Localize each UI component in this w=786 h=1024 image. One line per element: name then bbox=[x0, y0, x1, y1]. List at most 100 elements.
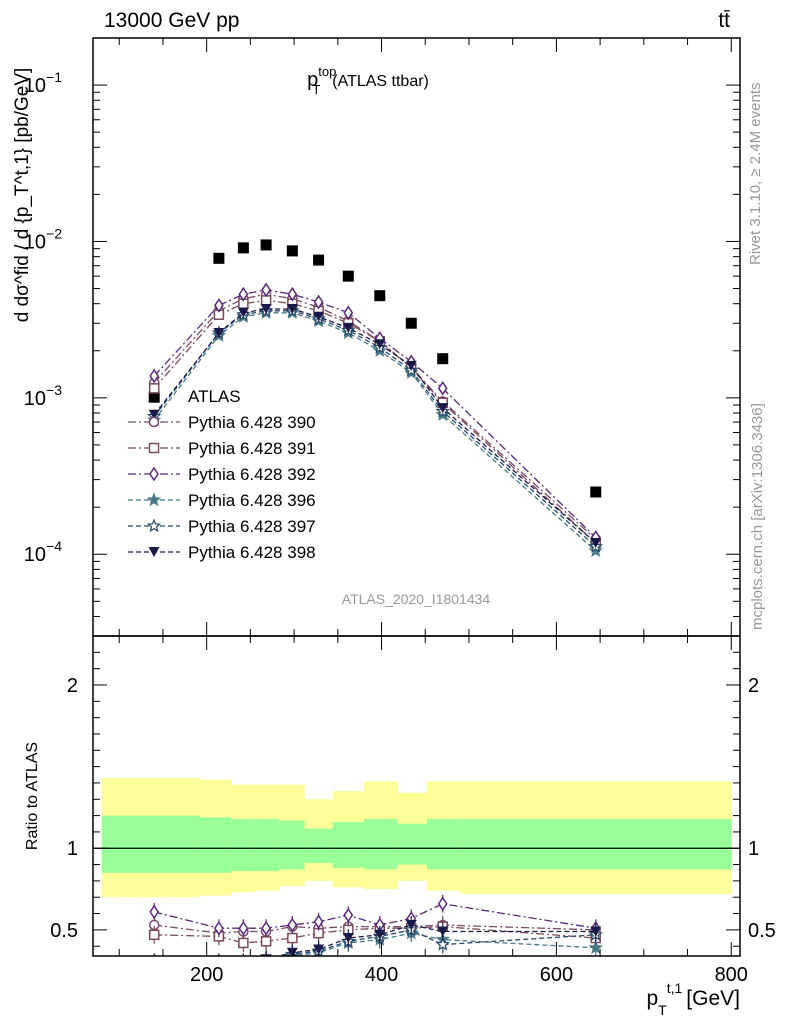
ratio-series-pythia-6-428-392 bbox=[149, 894, 601, 938]
legend-label: ATLAS bbox=[188, 387, 241, 406]
ratio-point bbox=[148, 929, 160, 941]
y-tick-label-exponent: −3 bbox=[46, 382, 62, 398]
legend-item-pythia-6-428-392: Pythia 6.428 392 bbox=[128, 465, 316, 484]
legend-label: Pythia 6.428 398 bbox=[188, 543, 316, 562]
legend-marker bbox=[148, 442, 160, 454]
data-point bbox=[313, 254, 325, 266]
y-tick-label-exponent: −2 bbox=[46, 225, 62, 241]
series-line bbox=[153, 299, 597, 544]
y-tick-label-exponent: −1 bbox=[46, 69, 62, 85]
plot-title-main: p bbox=[307, 69, 318, 91]
x-axis-label-sup: t,1 bbox=[667, 980, 683, 996]
ratio-point bbox=[260, 936, 272, 947]
data-point bbox=[343, 305, 354, 321]
data-point bbox=[313, 311, 325, 322]
data-point bbox=[260, 303, 272, 314]
mcplots-label: mcplots.cern.ch [arXiv:1306.3436] bbox=[749, 403, 766, 630]
ratio-point bbox=[342, 933, 354, 944]
uncertainty-band-inner bbox=[101, 815, 201, 873]
uncertainty-band-inner bbox=[254, 818, 280, 872]
data-point bbox=[437, 381, 448, 396]
legend-marker bbox=[149, 466, 159, 482]
ratio-series bbox=[148, 894, 603, 956]
data-point bbox=[148, 391, 160, 403]
series-pythia-6-428-398 bbox=[148, 303, 602, 548]
y-tick-label-base: 10 bbox=[24, 231, 46, 253]
data-point bbox=[590, 486, 602, 498]
ratio-y-tick-label-right: 2 bbox=[748, 675, 759, 697]
data-point bbox=[148, 409, 160, 420]
ratio-series-line bbox=[276, 924, 596, 956]
x-tick-label: 200 bbox=[190, 964, 223, 986]
data-point bbox=[342, 322, 354, 333]
analysis-id-label: ATLAS_2020_I1801434 bbox=[342, 591, 491, 607]
legend-item-pythia-6-428-390: Pythia 6.428 390 bbox=[128, 413, 316, 432]
data-point bbox=[286, 245, 298, 257]
plot-title-tail: (ATLAS ttbar) bbox=[332, 73, 429, 90]
data-point bbox=[374, 339, 386, 350]
ratio-series-clip bbox=[148, 894, 603, 956]
ratio-panel-frame bbox=[92, 635, 741, 957]
data-point bbox=[437, 353, 449, 365]
plot-title-sup: top bbox=[318, 64, 336, 79]
y-tick-label-base: 10 bbox=[24, 388, 46, 410]
x-axis-label-main: p bbox=[646, 987, 658, 1010]
data-point bbox=[437, 403, 449, 414]
uncertainty-band-inner bbox=[332, 822, 365, 868]
data-point bbox=[405, 360, 417, 371]
legend-marker bbox=[146, 492, 162, 507]
data-point bbox=[287, 286, 298, 302]
data-point bbox=[405, 317, 417, 329]
y-tick-label: 10−1 bbox=[24, 69, 62, 97]
ratio-point bbox=[343, 907, 354, 923]
ratio-point bbox=[238, 937, 249, 949]
uncertainty-band-inner bbox=[231, 818, 256, 872]
main-panel: 10−110−210−310−4 ptop T (ATLAS ttbar) ATLA… bbox=[12, 37, 741, 637]
data-point bbox=[260, 239, 272, 251]
uncertainty-band-inner bbox=[279, 820, 306, 870]
legend-item-pythia-6-428-391: Pythia 6.428 391 bbox=[128, 439, 316, 458]
legend-item-pythia-6-428-397: Pythia 6.428 397 bbox=[128, 517, 316, 536]
plot-title-sub: T bbox=[312, 82, 320, 97]
legend-item-pythia-6-428-398: Pythia 6.428 398 bbox=[128, 543, 316, 562]
main-y-axis-label: d dσ^fid / d {p_T^t,1} [pb/GeV] bbox=[12, 68, 33, 323]
legend-marker bbox=[146, 518, 162, 533]
ratio-point bbox=[287, 917, 298, 933]
x-axis-label-sub: T bbox=[658, 1002, 667, 1018]
ratio-y-tick-label-right: 0.5 bbox=[748, 920, 776, 942]
ratio-point bbox=[286, 947, 298, 956]
ratio-point bbox=[374, 929, 386, 940]
data-point bbox=[342, 270, 354, 282]
ratio-point bbox=[214, 920, 224, 936]
data-point bbox=[286, 303, 298, 314]
uncertainty-band-inner bbox=[199, 817, 232, 873]
ratio-y-axis-label: Ratio to ATLAS bbox=[24, 742, 41, 850]
data-point bbox=[149, 368, 160, 384]
ratio-y-tick-label-left: 1 bbox=[67, 838, 78, 860]
ratio-point bbox=[287, 932, 298, 944]
legend-label: Pythia 6.428 392 bbox=[188, 465, 316, 484]
ratio-point bbox=[149, 904, 160, 920]
ratio-series-pythia-6-428-398 bbox=[153, 915, 602, 956]
legend-item-pythia-6-428-396: Pythia 6.428 396 bbox=[128, 491, 316, 510]
main-panel-series bbox=[146, 239, 603, 558]
y-tick-label-base: 10 bbox=[24, 544, 46, 566]
series-atlas bbox=[148, 239, 602, 498]
ratio-point bbox=[238, 920, 249, 936]
y-tick-label-base: 10 bbox=[24, 75, 46, 97]
legend-label: Pythia 6.428 397 bbox=[188, 517, 316, 536]
y-tick-label: 10−3 bbox=[24, 382, 62, 410]
ratio-point bbox=[435, 936, 450, 951]
ratio-bands bbox=[101, 778, 732, 898]
ratio-y-tick-label-right: 1 bbox=[748, 838, 759, 860]
data-point bbox=[313, 294, 324, 310]
process-label: tt̄ bbox=[718, 9, 730, 32]
ratio-point bbox=[313, 914, 324, 930]
x-tick-label: 600 bbox=[540, 964, 573, 986]
ratio-panel: 0.5 0.5 1 1 2 2 200 400 600 800 Ratio to ATLAS pT… bbox=[24, 635, 776, 1018]
x-axis-label-unit: [GeV] bbox=[686, 987, 740, 1010]
main-panel-ticks: 10−110−210−310−4 bbox=[24, 37, 740, 637]
ratio-point bbox=[261, 920, 272, 936]
ratio-point bbox=[437, 896, 448, 912]
ratio-point bbox=[437, 926, 449, 937]
